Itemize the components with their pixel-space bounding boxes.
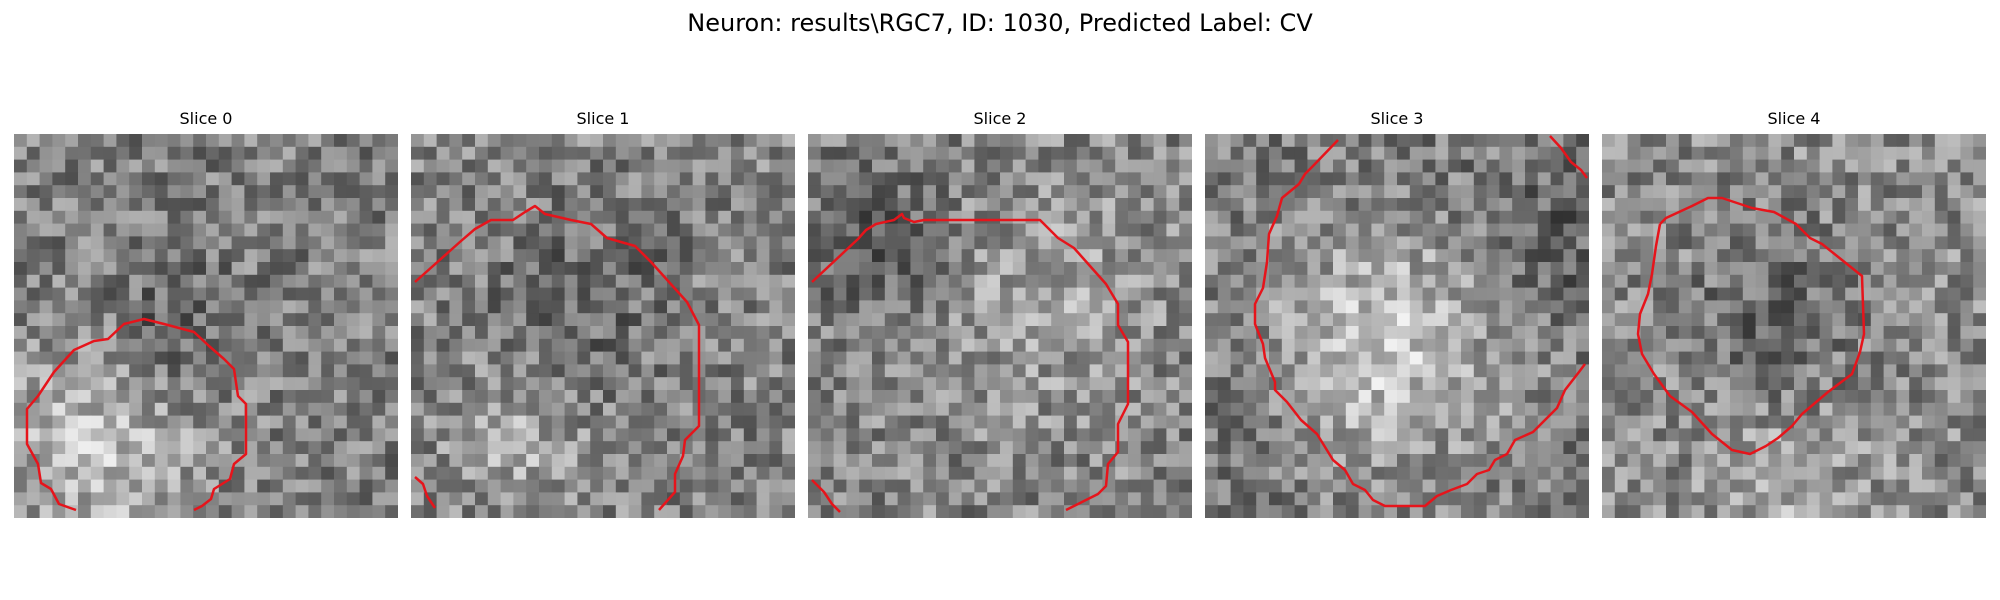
pixel-grid bbox=[1205, 134, 1589, 518]
slice-image bbox=[808, 134, 1192, 518]
slice-title: Slice 0 bbox=[14, 108, 398, 130]
slice-panel-1: Slice 1 bbox=[411, 108, 795, 518]
figure-title: Neuron: results\RGC7, ID: 1030, Predicte… bbox=[0, 8, 2000, 38]
slice-image bbox=[1602, 134, 1986, 518]
slice-title: Slice 3 bbox=[1205, 108, 1589, 130]
slice-title: Slice 1 bbox=[411, 108, 795, 130]
slice-title: Slice 4 bbox=[1602, 108, 1986, 130]
pixel-grid bbox=[808, 134, 1192, 518]
slice-title: Slice 2 bbox=[808, 108, 1192, 130]
slice-panel-2: Slice 2 bbox=[808, 108, 1192, 518]
pixel-grid bbox=[1602, 134, 1986, 518]
slice-panel-0: Slice 0 bbox=[14, 108, 398, 518]
slice-image bbox=[1205, 134, 1589, 518]
slice-image bbox=[14, 134, 398, 518]
slice-panel-4: Slice 4 bbox=[1602, 108, 1986, 518]
pixel-grid bbox=[411, 134, 795, 518]
pixel-grid bbox=[14, 134, 398, 518]
slice-panel-3: Slice 3 bbox=[1205, 108, 1589, 518]
slice-image bbox=[411, 134, 795, 518]
